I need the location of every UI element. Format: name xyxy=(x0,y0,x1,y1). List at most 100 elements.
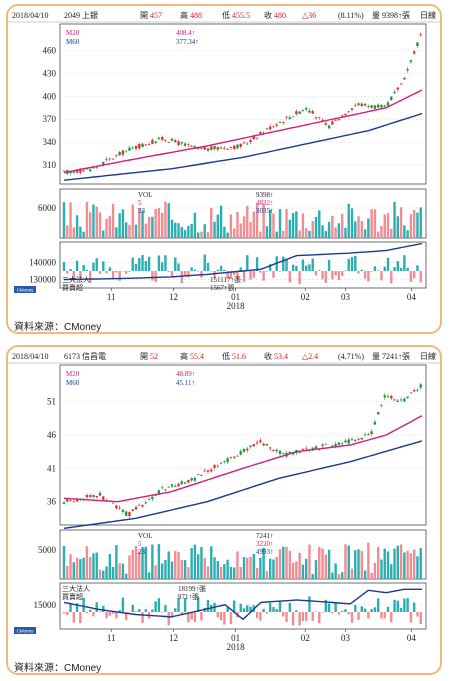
volume-bar xyxy=(340,213,344,238)
inst-bar xyxy=(298,612,301,626)
inst-bar xyxy=(160,262,164,271)
inst-bar xyxy=(196,271,200,272)
volume-bar xyxy=(213,557,216,579)
volume-bar xyxy=(416,212,419,238)
volume-bar xyxy=(318,546,321,579)
candle-body xyxy=(75,169,79,173)
inst-bar xyxy=(255,612,259,619)
inst-legend-title: 三大法人 xyxy=(62,584,90,593)
candle-body xyxy=(92,167,95,169)
source-label-1: 資料來源：CMoney xyxy=(14,322,102,333)
candle-body xyxy=(337,119,341,121)
inst-bar xyxy=(144,261,148,271)
inst-bar xyxy=(160,611,164,613)
candle-body xyxy=(357,103,360,106)
inst-bar xyxy=(298,271,301,285)
volume-bar xyxy=(95,206,98,238)
inst-bar xyxy=(118,610,121,612)
volume-bar xyxy=(154,565,157,579)
candle-body xyxy=(203,147,206,150)
candle-body xyxy=(124,511,128,516)
m20-line xyxy=(63,415,423,503)
inst-bar xyxy=(128,612,131,613)
candle-body xyxy=(232,456,236,458)
vol-legend-top: 7241↑ xyxy=(256,532,274,540)
volume-bar xyxy=(131,549,134,579)
inst-bar xyxy=(367,612,370,619)
inst-bar xyxy=(295,265,298,271)
inst-bar xyxy=(406,267,409,271)
hdr-low-label: 低 xyxy=(222,351,230,361)
candle-body xyxy=(216,147,220,150)
inst-bar xyxy=(370,609,373,612)
x-tick-label: 03 xyxy=(341,633,351,643)
volume-bar xyxy=(124,222,128,238)
volume-bar xyxy=(147,216,151,238)
inst-bar xyxy=(304,265,308,271)
volume-bar xyxy=(363,570,367,579)
volume-bar xyxy=(340,572,344,579)
inst-bar xyxy=(183,271,187,277)
candle-body xyxy=(363,103,367,106)
volume-bar xyxy=(92,553,95,579)
price-tick-label: 460 xyxy=(43,46,57,56)
inst-bar xyxy=(354,255,357,271)
inst-bar xyxy=(262,271,265,281)
volume-bar xyxy=(393,548,396,579)
x-tick-label: 12 xyxy=(169,633,178,643)
inst-bar xyxy=(265,612,269,614)
candle-body xyxy=(409,392,413,394)
inst-bar xyxy=(383,612,386,619)
volume-bar xyxy=(72,227,76,238)
volume-bar xyxy=(236,211,239,238)
inst-bar xyxy=(216,612,220,618)
candle-body xyxy=(183,482,187,484)
volume-bar xyxy=(128,224,131,238)
volume-bar xyxy=(399,544,403,579)
vol-legend-value: 3220↑ xyxy=(256,540,274,548)
volume-bar xyxy=(160,212,164,238)
inst-bar xyxy=(154,271,157,283)
volume-bar xyxy=(177,223,180,238)
candle-body xyxy=(196,148,200,149)
volume-bar xyxy=(373,209,377,238)
inst-bar xyxy=(347,258,350,271)
candle-body xyxy=(98,492,102,496)
volume-bar xyxy=(144,223,148,238)
candle-body xyxy=(157,137,161,139)
inst-bar xyxy=(229,612,233,625)
volume-bar xyxy=(252,554,256,579)
inst-bar xyxy=(219,612,223,621)
candle-body xyxy=(62,170,66,172)
volume-bar xyxy=(232,228,236,238)
volume-bar xyxy=(88,212,92,238)
inst-bar xyxy=(66,271,69,274)
inst-bar xyxy=(412,602,416,612)
inst-bar xyxy=(200,612,203,621)
volume-bar xyxy=(298,230,301,238)
volume-bar xyxy=(69,554,72,579)
inst-bar xyxy=(95,602,98,612)
inst-bar xyxy=(327,259,331,271)
inst-bar xyxy=(399,267,403,271)
volume-bar xyxy=(66,566,69,579)
inst-bar xyxy=(288,271,292,283)
volume-bar xyxy=(275,231,278,238)
inst-bar xyxy=(206,599,210,612)
candle-body xyxy=(246,448,249,451)
candle-body xyxy=(157,490,161,495)
volume-bar xyxy=(298,552,301,579)
candle-body xyxy=(373,421,377,425)
inst-bar xyxy=(416,265,419,271)
candle-body xyxy=(223,148,226,149)
candle-body xyxy=(170,138,174,141)
candle-body xyxy=(206,470,210,472)
volume-bar xyxy=(183,560,187,579)
candle-body xyxy=(344,440,347,443)
candle-body xyxy=(236,455,239,457)
candle-body xyxy=(340,443,344,445)
volume-bar xyxy=(380,559,383,579)
volume-bar xyxy=(291,213,295,238)
volume-bar xyxy=(419,548,422,579)
inst-bar xyxy=(246,255,249,271)
